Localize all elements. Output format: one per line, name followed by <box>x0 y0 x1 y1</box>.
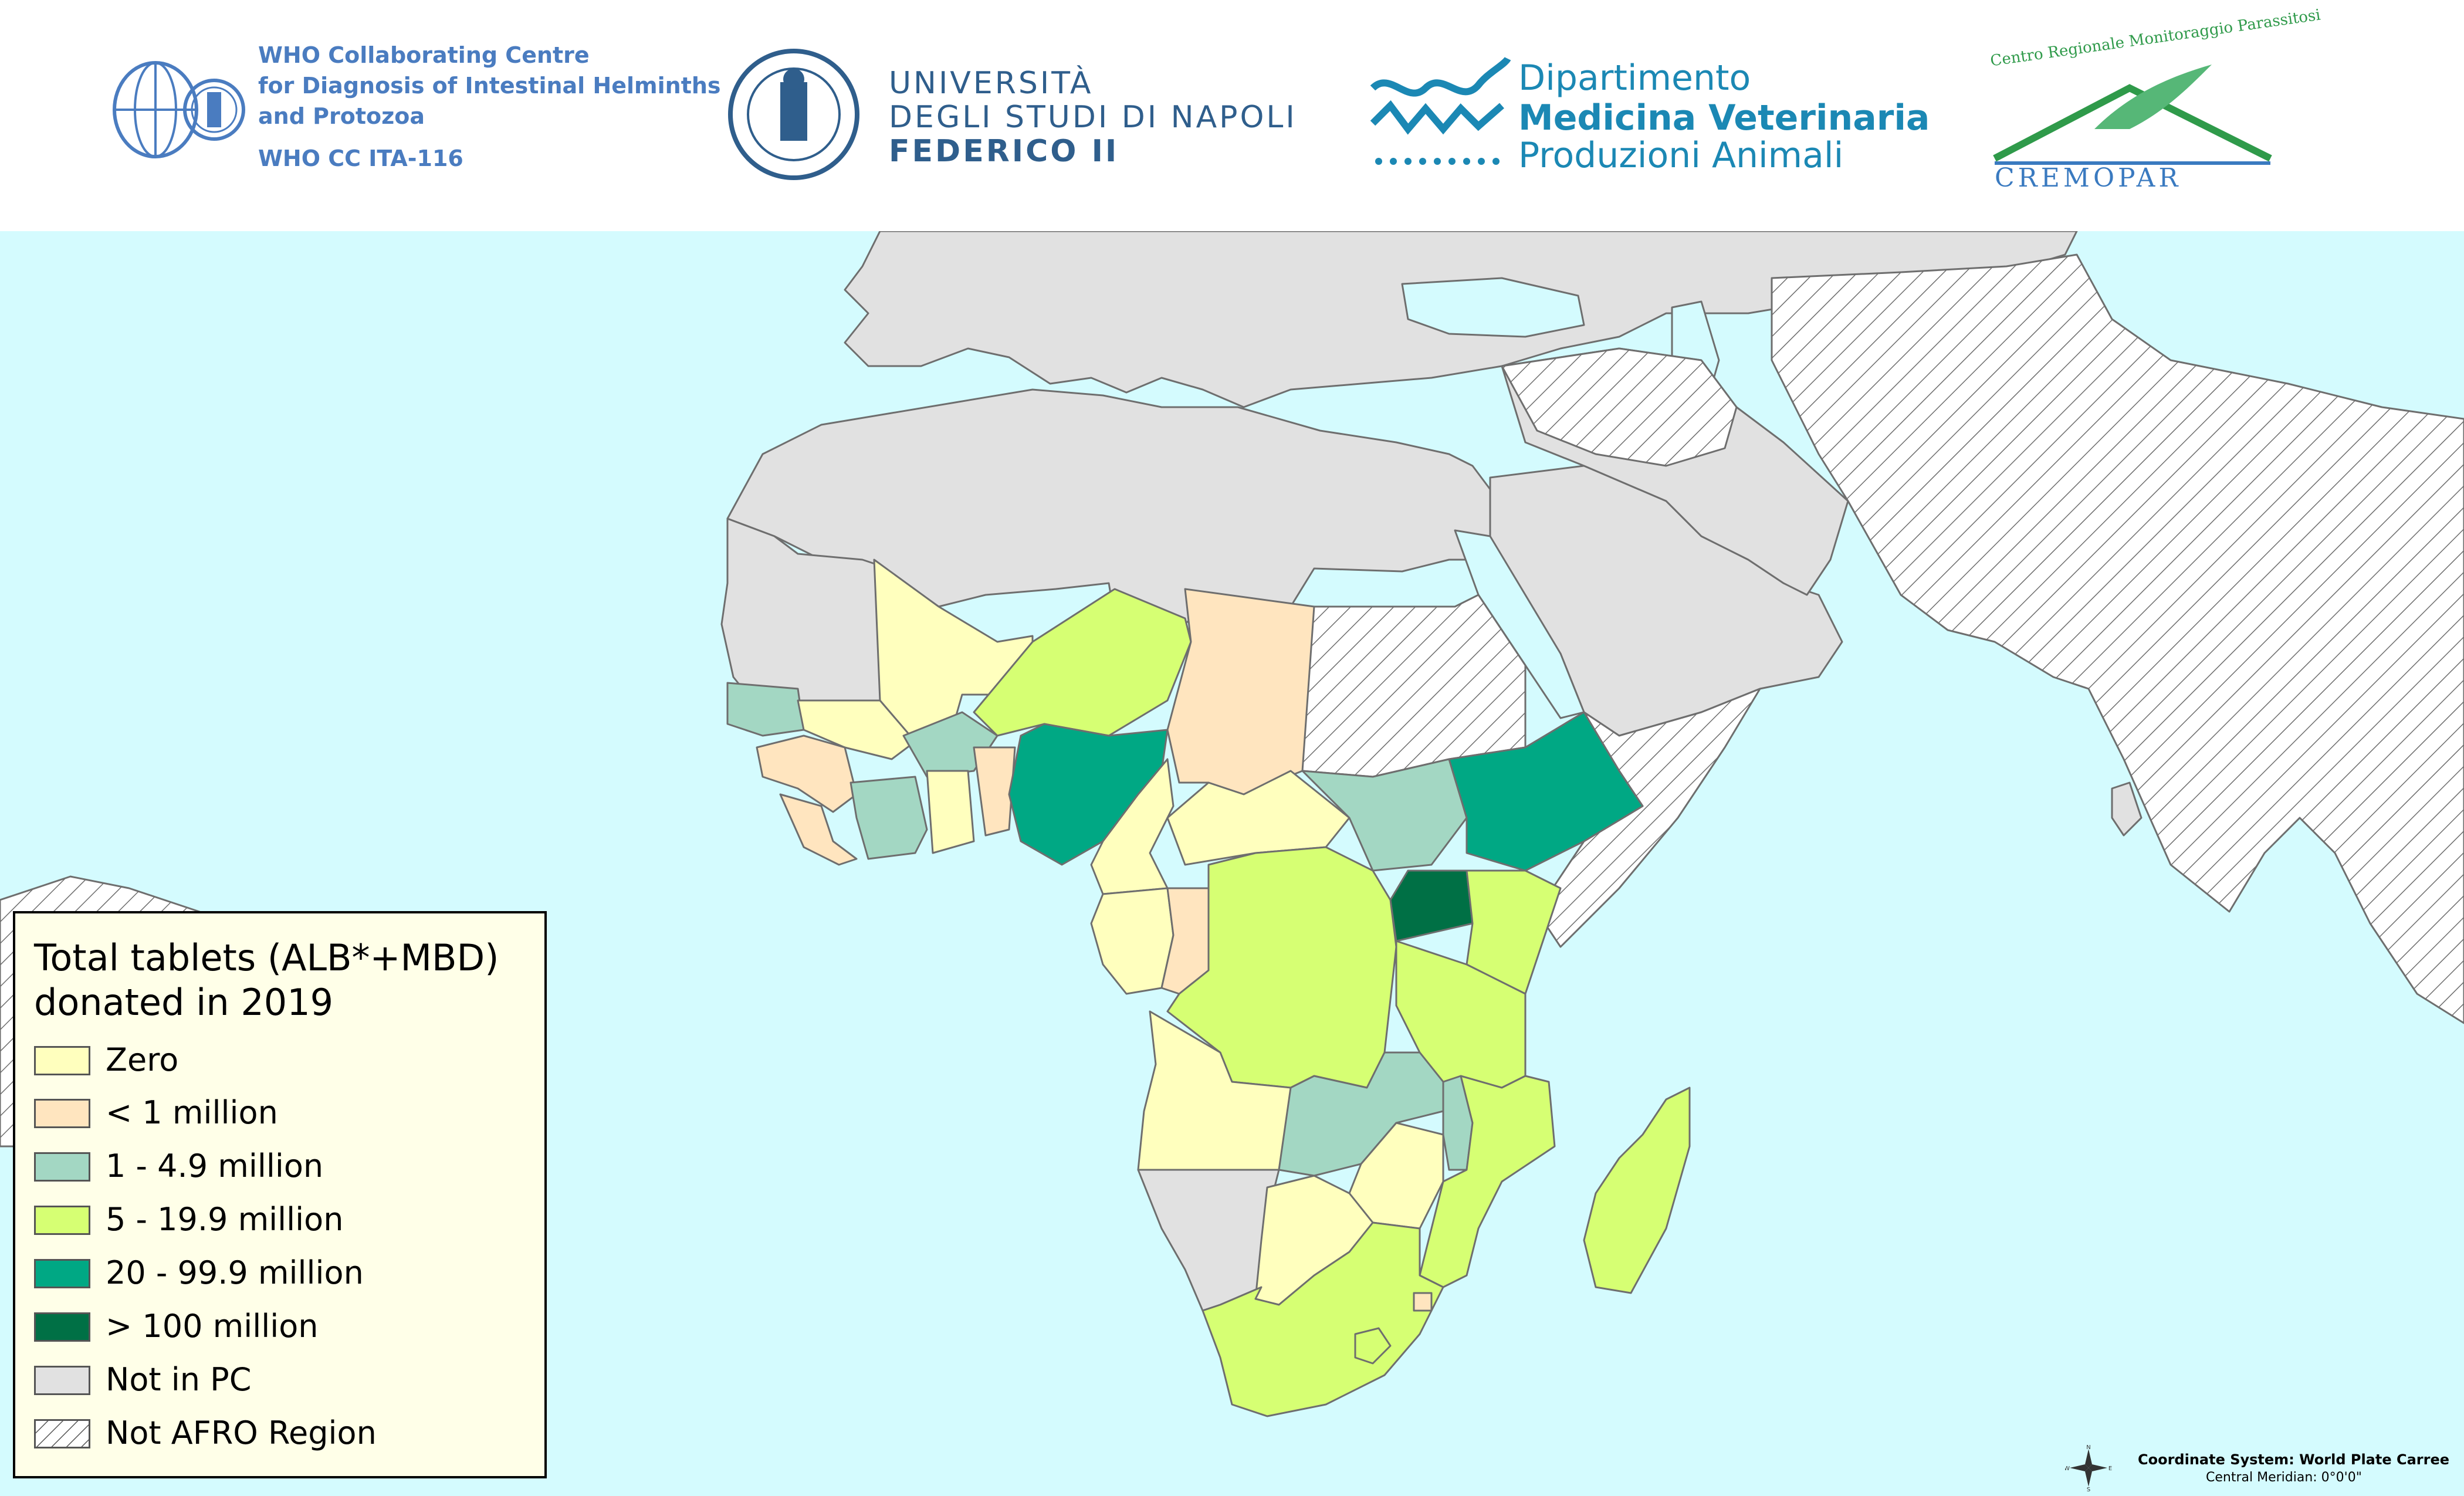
country-cote-divoire <box>849 776 928 860</box>
country-madagascar <box>1583 1087 1691 1294</box>
legend-label: 1 - 4.9 million <box>106 1148 324 1184</box>
cremopar-name: CREMOPAR <box>1995 163 2182 193</box>
legend-swatch <box>34 1366 90 1395</box>
country-senegal <box>726 682 805 737</box>
legend-swatch <box>34 1152 90 1182</box>
cremopar-logo-icon <box>1993 65 2272 165</box>
who-emblem-icon <box>113 61 245 158</box>
country-sierra-leone <box>779 793 858 866</box>
department-wave-icon <box>1370 56 1511 165</box>
sudan-hatched <box>1278 594 1527 778</box>
coordinate-system-note: N S W E Coordinate System: World Plate C… <box>2065 1444 2449 1491</box>
country-niger <box>973 588 1192 737</box>
country-gabon-congo <box>1090 887 1175 995</box>
country-chad <box>1166 588 1315 796</box>
who-line-4: WHO CC ITA-116 <box>258 145 463 171</box>
university-line-3: FEDERICO II <box>889 134 1119 169</box>
country-guinea-area <box>797 699 916 760</box>
university-line-2: DEGLI STUDI DI NAPOLI <box>889 100 1297 135</box>
country-mozambique <box>1419 1075 1556 1288</box>
legend-label: Not in PC <box>106 1361 252 1398</box>
legend-label: 20 - 99.9 million <box>106 1254 364 1291</box>
legend-swatch <box>34 1099 90 1128</box>
iran-hatched <box>1501 347 1738 467</box>
black-sea <box>1401 277 1585 338</box>
country-togo-benin <box>973 746 1016 837</box>
compass-s: S <box>2087 1487 2090 1491</box>
compass-w: W <box>2065 1465 2070 1472</box>
legend-title: Total tablets (ALB*+MBD) donated in 2019 <box>34 936 499 1025</box>
compass-rose-icon: N S W E <box>2065 1444 2112 1491</box>
legend-swatch <box>34 1206 90 1235</box>
coordinate-system-line-1: Coordinate System: World Plate Carree <box>2138 1451 2449 1468</box>
who-line-1: WHO Collaborating Centre <box>258 42 590 68</box>
sri-lanka <box>2111 781 2143 837</box>
department-line-3: Produzioni Animali <box>1518 135 1844 176</box>
country-south-sudan <box>1301 758 1468 872</box>
country-kenya <box>1465 869 1562 995</box>
country-ethiopia <box>1448 711 1644 872</box>
south-asia-hatched <box>1771 253 2464 1024</box>
legend-label: < 1 million <box>106 1094 278 1131</box>
map-legend: Total tablets (ALB*+MBD) donated in 2019… <box>13 911 547 1478</box>
legend-swatch <box>34 1312 90 1342</box>
country-eswatini <box>1413 1292 1433 1312</box>
legend-label: > 100 million <box>106 1308 319 1345</box>
logo-header: WHO Collaborating Centre for Diagnosis o… <box>0 0 2464 231</box>
legend-title-line-2: donated in 2019 <box>34 981 334 1024</box>
legend-title-line-1: Total tablets (ALB*+MBD) <box>34 936 499 979</box>
legend-swatch <box>34 1259 90 1288</box>
coordinate-system-line-2: Central Meridian: 0°0'0" <box>2206 1470 2362 1485</box>
compass-n: N <box>2086 1444 2090 1451</box>
country-south-africa <box>1201 1221 1444 1417</box>
university-line-1: UNIVERSITÀ <box>889 66 1094 101</box>
university-seal-icon <box>728 49 859 180</box>
country-lesotho <box>1354 1327 1392 1365</box>
country-guinea <box>756 735 858 813</box>
map-canvas <box>0 231 2464 1417</box>
legend-swatch <box>34 1046 90 1075</box>
who-line-3: and Protozoa <box>258 103 425 129</box>
legend-label: 5 - 19.9 million <box>106 1201 344 1238</box>
country-ghana <box>926 770 975 854</box>
legend-swatch-hatched <box>34 1419 90 1448</box>
legend-label: Zero <box>106 1041 179 1078</box>
country-cameroon <box>1090 758 1175 895</box>
who-line-2: for Diagnosis of Intestinal Helminths <box>258 73 721 99</box>
legend-label: Not AFRO Region <box>106 1414 377 1451</box>
department-line-1: Dipartimento <box>1518 57 1751 99</box>
department-line-2: Medicina Veterinaria <box>1518 97 1930 138</box>
compass-e: E <box>2108 1465 2112 1472</box>
country-uganda <box>1389 869 1474 942</box>
